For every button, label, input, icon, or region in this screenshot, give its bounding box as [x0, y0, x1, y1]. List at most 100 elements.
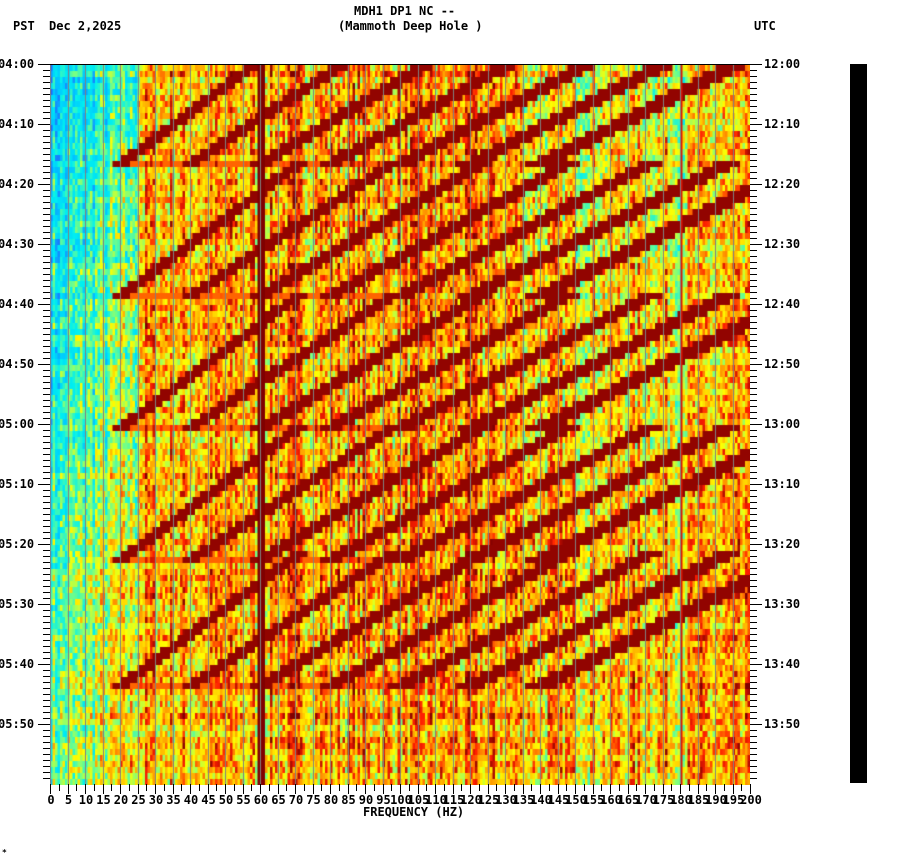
y-major-tick: [750, 64, 762, 65]
x-minor-tick: [723, 784, 725, 791]
y-minor-tick: [43, 550, 50, 551]
x-minor-tick: [338, 784, 340, 791]
x-major-tick: [102, 784, 104, 794]
x-major-tick: [295, 784, 296, 794]
y-major-tick: [38, 484, 50, 485]
x-minor-tick: [251, 784, 253, 791]
y-minor-tick: [750, 742, 757, 743]
y-minor-tick: [750, 394, 757, 395]
y-minor-tick: [43, 112, 50, 113]
y-minor-tick: [43, 298, 50, 299]
y-minor-tick: [43, 340, 50, 341]
y-minor-tick: [750, 568, 757, 569]
y-minor-tick: [750, 730, 757, 731]
y-right-tick-label: 12:40: [764, 297, 801, 311]
y-minor-tick: [750, 574, 757, 575]
y-major-tick: [38, 544, 50, 545]
x-tick-label: 70: [288, 793, 304, 807]
y-minor-tick: [750, 88, 757, 89]
x-tick-label: 155: [582, 793, 605, 807]
y-minor-tick: [43, 412, 50, 413]
x-tick-label: 80: [323, 793, 339, 807]
x-minor-tick: [356, 784, 358, 791]
y-minor-tick: [750, 82, 757, 83]
x-minor-tick: [601, 784, 603, 791]
x-major-tick: [172, 784, 174, 794]
y-minor-tick: [43, 136, 50, 137]
x-major-tick: [697, 784, 699, 794]
y-minor-tick: [43, 352, 50, 353]
y-left-tick-label: 05:10: [0, 477, 35, 491]
y-major-tick: [750, 664, 762, 665]
x-minor-tick: [216, 784, 218, 791]
station-title: MDH1 DP1 NC --: [354, 4, 456, 18]
y-minor-tick: [750, 700, 757, 701]
y-minor-tick: [750, 472, 757, 473]
y-minor-tick: [750, 640, 757, 641]
y-minor-tick: [750, 148, 757, 149]
y-minor-tick: [43, 502, 50, 503]
y-minor-tick: [750, 586, 757, 587]
y-right-tick-label: 12:00: [764, 57, 801, 71]
y-minor-tick: [43, 448, 50, 449]
y-minor-tick: [43, 454, 50, 455]
x-minor-tick: [111, 784, 113, 791]
y-minor-tick: [750, 748, 757, 749]
x-major-tick: [242, 784, 244, 794]
x-minor-tick: [76, 784, 78, 791]
x-minor-tick: [478, 784, 480, 791]
y-minor-tick: [750, 430, 757, 431]
y-minor-tick: [750, 130, 757, 131]
y-left-tick-label: 04:30: [0, 237, 35, 251]
x-tick-label: 30: [148, 793, 164, 807]
x-major-tick: [190, 784, 191, 794]
y-minor-tick: [43, 736, 50, 737]
y-major-tick: [750, 604, 762, 605]
x-minor-tick: [303, 784, 305, 791]
y-minor-tick: [43, 322, 50, 323]
y-major-tick: [38, 424, 50, 425]
y-minor-tick: [43, 166, 50, 167]
y-minor-tick: [43, 676, 50, 677]
x-major-tick: [85, 784, 86, 794]
y-minor-tick: [43, 358, 50, 359]
x-minor-tick: [531, 784, 533, 791]
y-right-tick-label: 13:40: [764, 657, 801, 671]
x-minor-tick: [408, 784, 410, 791]
y-minor-tick: [43, 406, 50, 407]
y-minor-tick: [750, 712, 757, 713]
y-minor-tick: [43, 568, 50, 569]
y-minor-tick: [750, 466, 757, 467]
y-minor-tick: [43, 88, 50, 89]
x-tick-label: 25: [131, 793, 146, 807]
y-minor-tick: [43, 586, 50, 587]
y-minor-tick: [43, 592, 50, 593]
y-minor-tick: [750, 478, 757, 479]
y-minor-tick: [43, 262, 50, 263]
y-left-tick-label: 05:50: [0, 717, 35, 731]
y-minor-tick: [43, 460, 50, 461]
y-minor-tick: [750, 718, 757, 719]
y-minor-tick: [750, 610, 757, 611]
y-minor-tick: [750, 448, 757, 449]
y-minor-tick: [750, 670, 757, 671]
y-minor-tick: [750, 592, 757, 593]
x-tick-label: 105: [407, 793, 430, 807]
y-minor-tick: [43, 622, 50, 623]
y-minor-tick: [750, 118, 757, 119]
y-minor-tick: [43, 556, 50, 557]
y-minor-tick: [43, 94, 50, 95]
y-minor-tick: [750, 334, 757, 335]
x-minor-tick: [181, 784, 183, 791]
x-major-tick: [522, 784, 524, 794]
y-minor-tick: [43, 148, 50, 149]
x-minor-tick: [128, 784, 130, 791]
x-major-tick: [750, 784, 751, 794]
y-minor-tick: [750, 766, 757, 767]
x-tick-label: 5: [64, 793, 73, 807]
x-major-tick: [347, 784, 349, 794]
y-minor-tick: [750, 358, 757, 359]
y-minor-tick: [750, 70, 757, 71]
y-minor-tick: [750, 220, 757, 221]
x-minor-tick: [671, 784, 673, 791]
